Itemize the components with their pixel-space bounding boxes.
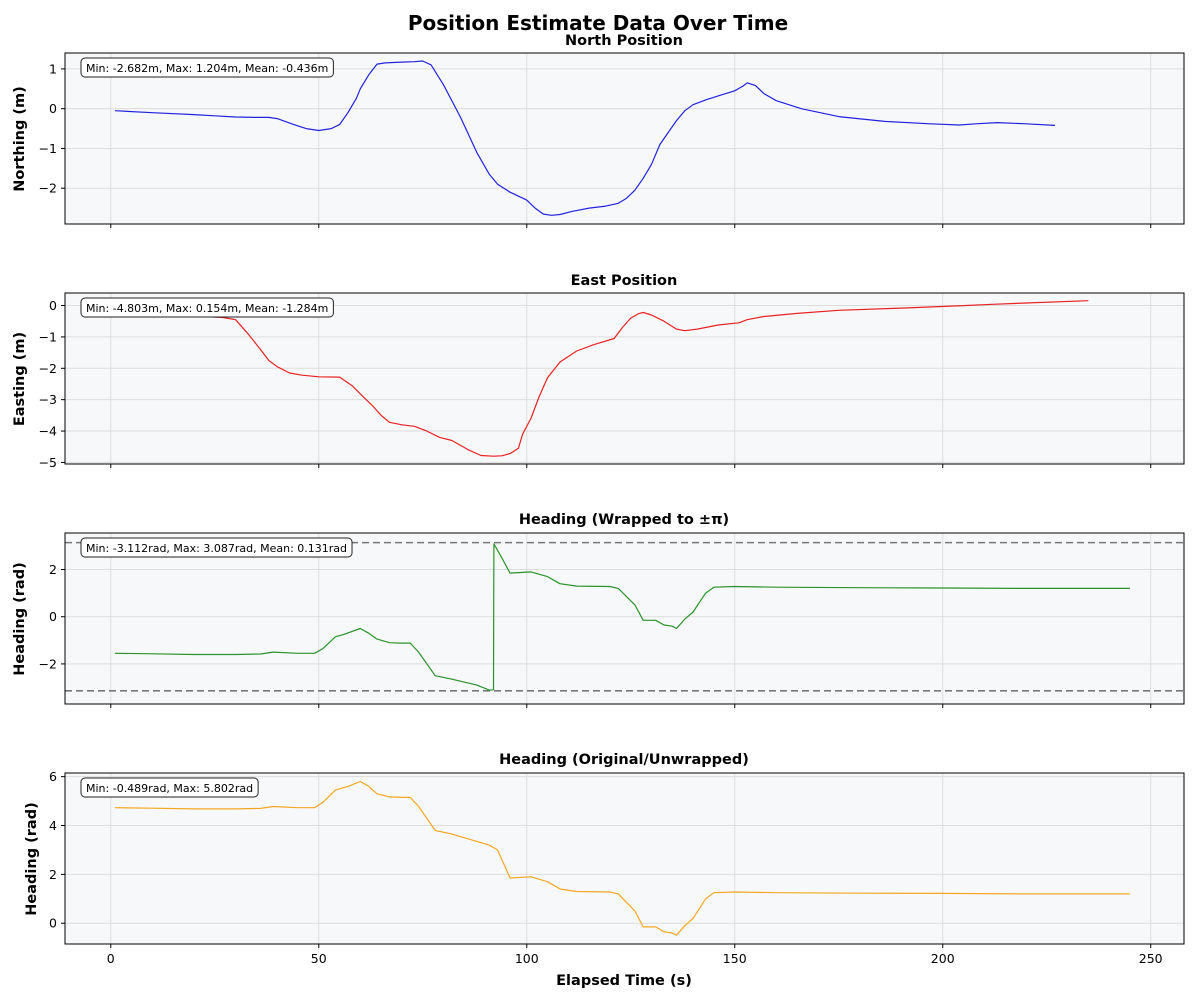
plot-area-north: 1 0 −1 −2 Min: -2.682m, Max: 1.204m, Mean: -… xyxy=(39,52,1185,228)
stats-text-heading-unwrapped: Min: -0.489rad, Max: 5.802rad xyxy=(86,782,253,795)
panel-north: North Position Northing (m) xyxy=(12,33,683,192)
plot-background xyxy=(65,293,1184,464)
plot-frame xyxy=(64,292,1185,465)
plot-area-heading-wrapped: 2 0 −2 Min: -3.112rad, Max: 3.087rad, Mean:… xyxy=(39,532,1185,708)
y-tick-label: 1 xyxy=(49,61,57,76)
y-tick-label: 0 xyxy=(49,101,57,116)
x-tick-label: 200 xyxy=(931,951,955,966)
y-tick-label: 0 xyxy=(49,298,57,313)
stats-text-north: Min: -2.682m, Max: 1.204m, Mean: -0.436m xyxy=(86,62,328,75)
y-axis-label-heading-unwrapped: Heading (rad) xyxy=(24,802,40,915)
plot-background xyxy=(65,53,1184,224)
y-tick-label: −2 xyxy=(39,181,57,196)
x-axis-label: Elapsed Time (s) xyxy=(556,973,692,989)
x-tick-label: 0 xyxy=(107,951,115,966)
plot-background xyxy=(65,533,1184,704)
y-tick-label: 2 xyxy=(49,867,57,882)
stats-box-east xyxy=(80,297,334,318)
y-tick-label: −2 xyxy=(39,656,57,671)
y-tick-label: −5 xyxy=(39,455,57,470)
panel-title-north: North Position xyxy=(565,33,683,49)
x-tick-label: 150 xyxy=(723,951,747,966)
y-axis-label-heading-wrapped: Heading (rad) xyxy=(12,562,28,675)
series-line-heading-unwrapped xyxy=(114,780,1130,936)
plot-frame xyxy=(64,772,1185,945)
y-tick-label: −1 xyxy=(39,329,57,344)
panel-heading-unwrapped: Heading (Original/Unwrapped) Heading (ra… xyxy=(24,752,749,916)
y-tick-label: −3 xyxy=(39,392,57,407)
y-axis-label-east: Easting (m) xyxy=(12,332,28,426)
panel-title-east: East Position xyxy=(571,273,678,289)
y-axis-label-north: Northing (m) xyxy=(12,86,28,192)
y-tick-label: −4 xyxy=(39,424,57,439)
y-tick-label: 0 xyxy=(49,916,57,931)
series-line-heading-wrapped xyxy=(114,543,1130,691)
panel-title-heading-unwrapped: Heading (Original/Unwrapped) xyxy=(499,752,749,768)
x-tick-label: 50 xyxy=(311,951,327,966)
stats-text-east: Min: -4.803m, Max: 0.154m, Mean: -1.284m xyxy=(86,302,328,315)
y-tick-label: 4 xyxy=(49,818,57,833)
stats-box-heading-wrapped xyxy=(80,537,353,558)
y-tick-label: 6 xyxy=(49,769,57,784)
plot-frame xyxy=(64,532,1185,705)
stats-box-north xyxy=(80,57,334,78)
stats-text-heading-wrapped: Min: -3.112rad, Max: 3.087rad, Mean: 0.1… xyxy=(86,542,347,555)
panel-east: East Position Easting (m) xyxy=(12,273,677,426)
y-tick-label: −1 xyxy=(39,141,57,156)
y-tick-label: 0 xyxy=(49,609,57,624)
x-tick-label: 250 xyxy=(1139,951,1163,966)
y-tick-label: 2 xyxy=(49,562,57,577)
plot-area-east: 0 −1 −2 −3 −4 −5 Min: -4.803m, Max: 0.154m, Me… xyxy=(39,292,1185,470)
series-line-east xyxy=(114,300,1089,457)
y-tick-label: −2 xyxy=(39,361,57,376)
panel-title-heading-wrapped: Heading (Wrapped to ±π) xyxy=(519,512,729,528)
plot-background xyxy=(65,773,1184,944)
series-line-north xyxy=(114,60,1056,216)
stats-box-heading-unwrapped xyxy=(80,777,259,798)
x-tick-label: 100 xyxy=(515,951,539,966)
figure-title: Position Estimate Data Over Time xyxy=(408,11,788,35)
plot-frame xyxy=(64,52,1185,225)
panel-heading-wrapped: Heading (Wrapped to ±π) Heading (rad) xyxy=(12,512,729,676)
